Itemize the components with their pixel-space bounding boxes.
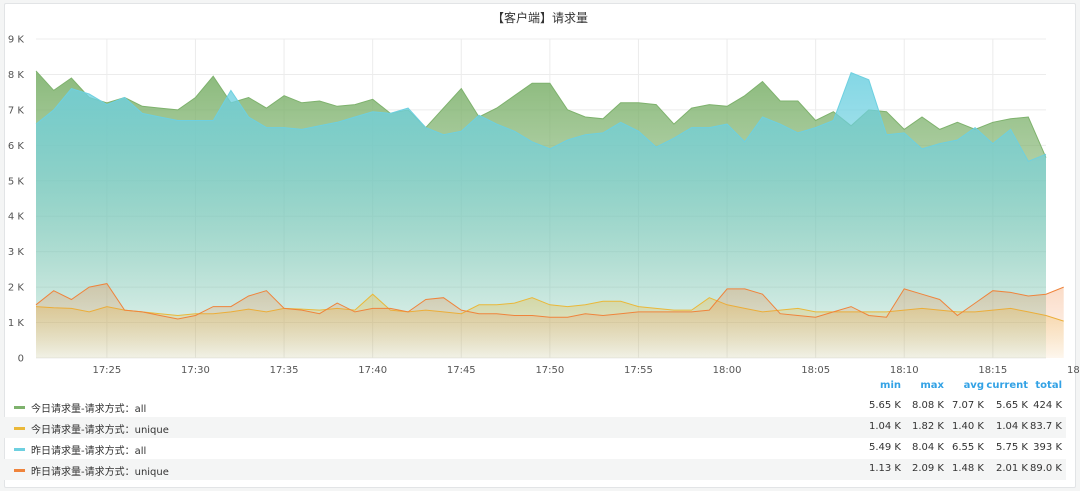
legend-row-yesterday-unique[interactable]: 昨日请求量-请求方式：unique 1.13 K 2.09 K 1.48 K 2… (4, 459, 1066, 480)
y-tick-label: 6 K (8, 141, 25, 152)
y-tick-label: 2 K (8, 283, 25, 294)
legend-series-name[interactable]: 昨日请求量-请求方式：all (31, 446, 147, 457)
y-tick-label: 4 K (8, 212, 25, 223)
legend-total: 83.7 K (1029, 421, 1062, 432)
legend-current: 5.65 K (995, 400, 1028, 411)
x-tick-label: 17:25 (92, 365, 121, 376)
legend-swatch (14, 469, 25, 472)
legend-table: min max avg current total 今日请求量-请求方式：all… (4, 378, 1066, 480)
x-tick-label: 17:55 (624, 365, 653, 376)
legend-current: 2.01 K (995, 463, 1028, 474)
legend-avg: 1.48 K (951, 463, 984, 474)
legend-row-today-unique[interactable]: 今日请求量-请求方式：unique 1.04 K 1.82 K 1.40 K 1… (4, 417, 1066, 438)
legend-header: min max avg current total (4, 378, 1066, 396)
y-tick-label: 9 K (8, 35, 25, 46)
series-area-2 (36, 72, 1046, 358)
legend-avg: 7.07 K (951, 400, 984, 411)
chart-svg[interactable]: 01 K2 K3 K4 K5 K6 K7 K8 K9 K 17:25 17:30 1… (0, 0, 1080, 380)
x-axis: 17:25 17:30 17:35 17:40 17:45 17:50 17:55 18:00… (92, 365, 1080, 376)
plot-area (35, 70, 1064, 359)
legend-header-avg[interactable]: avg (963, 380, 984, 391)
legend-total: 424 K (1033, 400, 1062, 411)
legend-row-today-all[interactable]: 今日请求量-请求方式：all 5.65 K 8.08 K 7.07 K 5.65… (4, 396, 1066, 417)
legend-header-min[interactable]: min (880, 380, 901, 391)
x-tick-label: 17:35 (270, 365, 299, 376)
legend-avg: 1.40 K (951, 421, 984, 432)
x-tick-label: 17:45 (447, 365, 476, 376)
legend-max: 8.04 K (911, 442, 944, 453)
legend-current: 5.75 K (995, 442, 1028, 453)
legend-series-name[interactable]: 昨日请求量-请求方式：unique (31, 467, 169, 478)
y-tick-label: 7 K (8, 105, 25, 116)
x-tick-label: 18:05 (801, 365, 830, 376)
legend-min: 1.13 K (868, 463, 901, 474)
legend-total: 89.0 K (1029, 463, 1062, 474)
y-tick-label: 5 K (8, 176, 25, 187)
y-tick-label: 0 (18, 354, 24, 365)
x-tick-label: 18:10 (890, 365, 919, 376)
y-tick-label: 1 K (8, 318, 25, 329)
legend-max: 8.08 K (911, 400, 944, 411)
legend-series-name[interactable]: 今日请求量-请求方式：all (31, 404, 147, 415)
legend-max: 1.82 K (911, 421, 944, 432)
legend-max: 2.09 K (911, 463, 944, 474)
legend-row-yesterday-all[interactable]: 昨日请求量-请求方式：all 5.49 K 8.04 K 6.55 K 5.75… (4, 438, 1066, 459)
y-axis: 0 1 K 2 K 3 K 4 K 5 K 6 K 7 K 8 K 9 K (8, 35, 25, 365)
legend-header-max[interactable]: max (920, 380, 944, 391)
x-tick-label: 18:00 (713, 365, 742, 376)
legend-series-name[interactable]: 今日请求量-请求方式：unique (31, 425, 169, 436)
x-tick-label: 17:30 (181, 365, 210, 376)
x-tick-label: 18:15 (978, 365, 1007, 376)
legend-current: 1.04 K (995, 421, 1028, 432)
legend-min: 1.04 K (868, 421, 901, 432)
legend-header-total[interactable]: total (1035, 380, 1062, 391)
legend-min: 5.65 K (868, 400, 901, 411)
series-line-3[interactable] (35, 283, 1064, 320)
chart-title: 【客户端】请求量 (491, 11, 588, 25)
legend-swatch (14, 406, 25, 409)
legend-header-current[interactable]: current (986, 380, 1028, 391)
y-tick-label: 3 K (8, 247, 25, 258)
x-tick-label: 17:40 (358, 365, 387, 376)
series-area-3 (36, 283, 1064, 358)
x-tick-label: 17:50 (535, 365, 564, 376)
legend-avg: 6.55 K (951, 442, 984, 453)
series-line-2[interactable] (35, 72, 1047, 162)
legend-swatch (14, 427, 25, 430)
legend-total: 393 K (1033, 442, 1062, 453)
x-tick-label: 18:20 (1067, 365, 1080, 376)
legend-swatch (14, 448, 25, 451)
legend-min: 5.49 K (868, 442, 901, 453)
y-tick-label: 8 K (8, 70, 25, 81)
